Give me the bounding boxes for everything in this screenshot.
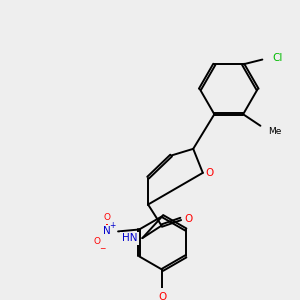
Text: O: O xyxy=(184,214,193,224)
Text: O: O xyxy=(93,236,100,245)
Text: Cl: Cl xyxy=(272,52,282,63)
Text: HN: HN xyxy=(122,233,137,243)
Text: −: − xyxy=(100,244,106,253)
Text: +: + xyxy=(109,221,116,230)
Text: Me: Me xyxy=(268,127,281,136)
Text: O: O xyxy=(158,292,166,300)
Text: N: N xyxy=(103,226,110,236)
Text: O: O xyxy=(206,168,214,178)
Text: O: O xyxy=(103,214,110,223)
